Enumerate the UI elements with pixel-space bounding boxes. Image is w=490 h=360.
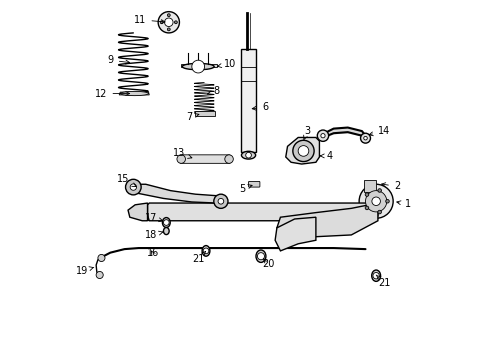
Text: 8: 8 bbox=[207, 86, 219, 96]
Text: 15: 15 bbox=[118, 174, 136, 186]
Text: 4: 4 bbox=[320, 151, 333, 161]
Text: 19: 19 bbox=[76, 266, 94, 276]
Circle shape bbox=[365, 193, 369, 196]
Circle shape bbox=[373, 273, 379, 279]
Text: 9: 9 bbox=[108, 55, 130, 65]
Text: 7: 7 bbox=[186, 112, 199, 122]
Circle shape bbox=[372, 197, 380, 206]
Circle shape bbox=[214, 194, 228, 208]
Circle shape bbox=[125, 179, 141, 195]
Circle shape bbox=[164, 220, 169, 225]
Circle shape bbox=[174, 21, 177, 24]
Polygon shape bbox=[242, 49, 256, 152]
Text: 1: 1 bbox=[397, 199, 411, 209]
Polygon shape bbox=[277, 203, 378, 240]
Circle shape bbox=[158, 12, 179, 33]
Polygon shape bbox=[275, 217, 316, 251]
Circle shape bbox=[168, 28, 170, 31]
Polygon shape bbox=[196, 111, 215, 116]
Circle shape bbox=[245, 152, 251, 158]
Circle shape bbox=[378, 210, 381, 214]
Circle shape bbox=[96, 271, 103, 279]
Text: 10: 10 bbox=[218, 59, 237, 69]
FancyBboxPatch shape bbox=[179, 155, 231, 163]
Polygon shape bbox=[147, 203, 378, 221]
Text: 14: 14 bbox=[369, 126, 390, 136]
Ellipse shape bbox=[120, 91, 148, 96]
Text: 6: 6 bbox=[252, 102, 268, 112]
Text: 21: 21 bbox=[192, 251, 205, 264]
Text: 21: 21 bbox=[376, 275, 391, 288]
Circle shape bbox=[203, 248, 209, 254]
Text: 2: 2 bbox=[382, 181, 400, 192]
FancyBboxPatch shape bbox=[248, 181, 260, 187]
Text: 17: 17 bbox=[145, 212, 163, 222]
Text: 20: 20 bbox=[262, 258, 274, 269]
Circle shape bbox=[378, 189, 381, 192]
Circle shape bbox=[130, 184, 137, 190]
Circle shape bbox=[298, 145, 309, 156]
Circle shape bbox=[177, 155, 185, 163]
Text: 13: 13 bbox=[173, 148, 192, 158]
Polygon shape bbox=[128, 203, 147, 221]
Ellipse shape bbox=[372, 270, 381, 282]
Polygon shape bbox=[286, 138, 319, 164]
Text: 12: 12 bbox=[95, 89, 130, 99]
Circle shape bbox=[192, 60, 205, 73]
Circle shape bbox=[293, 140, 314, 162]
Polygon shape bbox=[126, 184, 224, 203]
Ellipse shape bbox=[164, 228, 169, 235]
Circle shape bbox=[168, 14, 170, 17]
Circle shape bbox=[366, 191, 387, 212]
Circle shape bbox=[321, 134, 325, 138]
Circle shape bbox=[165, 18, 173, 27]
Circle shape bbox=[257, 253, 265, 260]
Ellipse shape bbox=[162, 217, 170, 228]
Ellipse shape bbox=[242, 151, 256, 159]
Circle shape bbox=[225, 155, 233, 163]
Circle shape bbox=[361, 133, 370, 143]
Circle shape bbox=[364, 136, 368, 140]
Circle shape bbox=[365, 206, 369, 210]
Circle shape bbox=[386, 199, 389, 203]
Ellipse shape bbox=[256, 250, 266, 262]
Ellipse shape bbox=[182, 63, 214, 70]
Circle shape bbox=[160, 21, 163, 24]
Text: 18: 18 bbox=[145, 230, 163, 240]
Circle shape bbox=[98, 255, 105, 261]
Polygon shape bbox=[364, 180, 376, 192]
Text: 11: 11 bbox=[134, 15, 165, 25]
Polygon shape bbox=[181, 64, 217, 67]
Circle shape bbox=[318, 130, 329, 141]
Text: 16: 16 bbox=[147, 248, 159, 258]
Ellipse shape bbox=[202, 246, 210, 256]
Circle shape bbox=[218, 198, 224, 204]
Text: 5: 5 bbox=[239, 184, 252, 194]
Circle shape bbox=[359, 184, 393, 218]
Text: 3: 3 bbox=[304, 126, 311, 139]
Polygon shape bbox=[119, 92, 149, 95]
